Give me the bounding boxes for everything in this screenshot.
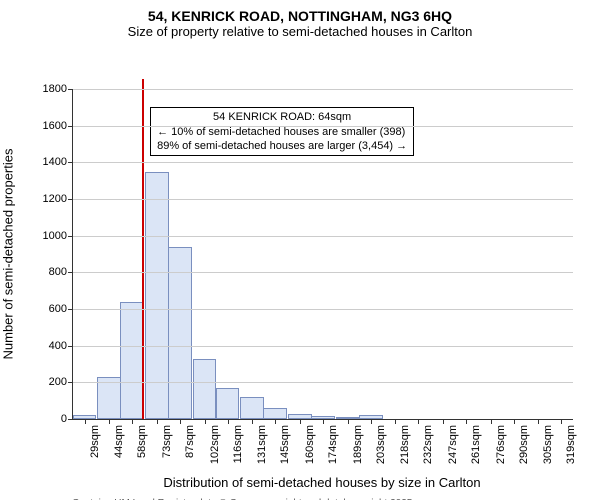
x-tick-label: 116sqm (232, 419, 244, 463)
x-tick (300, 419, 301, 424)
x-tick (514, 419, 515, 424)
page-subtitle: Size of property relative to semi-detach… (0, 24, 600, 39)
x-tick-label: 276sqm (495, 419, 507, 464)
x-tick (395, 419, 396, 424)
x-axis-label: Distribution of semi-detached houses by … (72, 475, 572, 490)
x-tick-label: 145sqm (279, 419, 291, 464)
x-tick-label: 189sqm (352, 419, 364, 464)
x-tick (561, 419, 562, 424)
x-tick (371, 419, 372, 424)
x-tick-label: 87sqm (184, 419, 196, 458)
x-tick (85, 419, 86, 424)
y-tick-label: 600 (25, 303, 67, 315)
y-tick-label: 1600 (25, 120, 67, 132)
x-tick (466, 419, 467, 424)
x-tick (109, 419, 110, 424)
y-tick (68, 89, 73, 90)
y-tick (68, 272, 73, 273)
y-tick-label: 1800 (25, 83, 67, 95)
page-title: 54, KENRICK ROAD, NOTTINGHAM, NG3 6HQ (0, 0, 600, 24)
x-tick (323, 419, 324, 424)
y-tick (68, 162, 73, 163)
y-axis-label: Number of semi-detached properties (1, 149, 16, 360)
x-tick (348, 419, 349, 424)
grid-line (73, 382, 573, 383)
grid-line (73, 272, 573, 273)
annotation-box: 54 KENRICK ROAD: 64sqm ← 10% of semi-det… (150, 107, 414, 156)
y-tick-label: 1000 (25, 230, 67, 242)
plot-area: 54 KENRICK ROAD: 64sqm ← 10% of semi-det… (72, 89, 573, 420)
x-tick-label: 232sqm (422, 419, 434, 464)
y-tick-label: 200 (25, 376, 67, 388)
x-tick-label: 319sqm (565, 419, 577, 464)
x-tick (418, 419, 419, 424)
x-tick-label: 305sqm (542, 419, 554, 464)
x-tick (228, 419, 229, 424)
x-tick-label: 160sqm (304, 419, 316, 464)
x-tick-label: 290sqm (518, 419, 530, 464)
x-tick (491, 419, 492, 424)
grid-line (73, 126, 573, 127)
y-tick-label: 1400 (25, 156, 67, 168)
x-tick-label: 203sqm (375, 419, 387, 464)
grid-line (73, 162, 573, 163)
x-tick (538, 419, 539, 424)
histogram-bar (216, 388, 240, 419)
x-tick-label: 58sqm (136, 419, 148, 458)
x-tick (205, 419, 206, 424)
x-tick-label: 44sqm (113, 419, 125, 458)
annotation-line-1: 54 KENRICK ROAD: 64sqm (157, 110, 407, 124)
histogram-bar (263, 408, 287, 419)
grid-line (73, 346, 573, 347)
x-tick (132, 419, 133, 424)
x-tick-label: 261sqm (470, 419, 482, 464)
grid-line (73, 89, 573, 90)
x-tick-label: 73sqm (161, 419, 173, 458)
histogram-bar (120, 302, 144, 419)
x-tick (180, 419, 181, 424)
y-tick (68, 419, 73, 420)
y-tick-label: 400 (25, 340, 67, 352)
x-tick-label: 102sqm (209, 419, 221, 464)
annotation-line-3: 89% of semi-detached houses are larger (… (157, 139, 407, 153)
grid-line (73, 236, 573, 237)
chart-container: Number of semi-detached properties 54 KE… (0, 39, 600, 500)
marker-line (142, 79, 144, 419)
y-tick (68, 199, 73, 200)
grid-line (73, 199, 573, 200)
x-tick (275, 419, 276, 424)
y-tick (68, 382, 73, 383)
y-tick-label: 800 (25, 266, 67, 278)
x-tick-label: 131sqm (256, 419, 268, 464)
x-tick-label: 29sqm (89, 419, 101, 458)
histogram-bar (193, 359, 217, 420)
x-tick-label: 174sqm (327, 419, 339, 464)
y-tick-label: 1200 (25, 193, 67, 205)
y-tick (68, 236, 73, 237)
x-tick-label: 247sqm (447, 419, 459, 464)
y-tick (68, 126, 73, 127)
x-tick-label: 218sqm (399, 419, 411, 464)
grid-line (73, 309, 573, 310)
y-tick (68, 346, 73, 347)
x-tick (157, 419, 158, 424)
x-tick (443, 419, 444, 424)
histogram-bar (240, 397, 264, 419)
x-tick (252, 419, 253, 424)
y-tick (68, 309, 73, 310)
annotation-line-2: ← 10% of semi-detached houses are smalle… (157, 125, 407, 139)
y-tick-label: 0 (25, 413, 67, 425)
